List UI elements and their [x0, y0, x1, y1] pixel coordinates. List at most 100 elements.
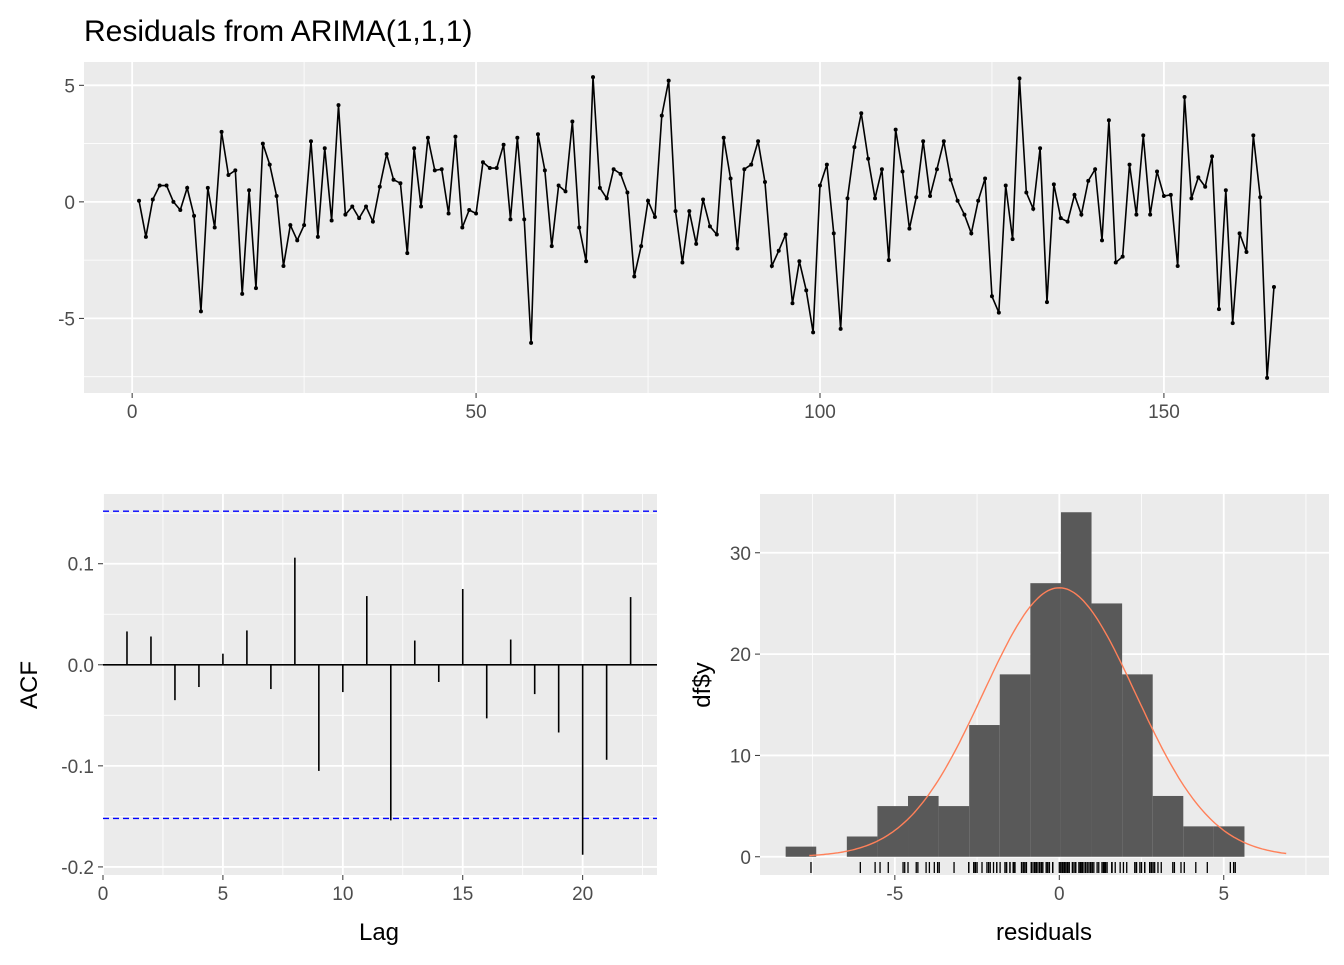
residual-point: [1086, 178, 1091, 183]
residual-point: [1161, 194, 1166, 199]
residual-point: [591, 75, 596, 80]
residual-point: [267, 162, 272, 167]
residual-point: [790, 301, 795, 306]
residual-point: [549, 244, 554, 249]
residual-point: [1120, 254, 1125, 259]
residual-point: [425, 135, 430, 140]
acf-y-tick-label: -0.2: [61, 858, 94, 879]
residual-point: [941, 139, 946, 144]
residual-point: [405, 251, 410, 256]
residual-point: [804, 288, 809, 293]
residual-point: [652, 215, 657, 220]
histogram-bar: [1183, 826, 1214, 857]
residual-point: [797, 259, 802, 264]
residual-point: [501, 142, 506, 147]
residual-point: [1265, 375, 1270, 380]
residual-point: [1175, 263, 1180, 268]
residual-point: [1051, 182, 1056, 187]
residual-point: [1031, 206, 1036, 211]
residual-point: [969, 231, 974, 236]
histogram-bar: [938, 806, 970, 857]
residual-point: [336, 103, 341, 108]
hist-y-tick-label: 20: [730, 645, 751, 666]
residual-point: [1216, 307, 1221, 312]
residual-point: [439, 167, 444, 172]
residual-point: [838, 326, 843, 331]
residual-point: [893, 127, 898, 132]
residual-point: [680, 260, 685, 265]
residual-point: [329, 218, 334, 223]
residual-point: [1237, 231, 1242, 236]
residual-point: [1113, 260, 1118, 265]
residual-point: [302, 223, 307, 228]
acf-x-tick-label: 15: [452, 884, 473, 905]
residual-point: [1127, 162, 1132, 167]
residual-point: [783, 232, 788, 237]
acf-x-tick-label: 20: [572, 884, 593, 905]
residual-point: [192, 213, 197, 218]
residual-point: [143, 234, 148, 239]
residual-point: [350, 204, 355, 209]
histogram-bar: [999, 674, 1031, 857]
hist-y-tick-label: 0: [740, 848, 751, 869]
hist-x-tick-label: -5: [886, 884, 903, 905]
residual-point: [308, 139, 313, 144]
residual-point: [646, 198, 651, 203]
residual-point: [1258, 195, 1263, 200]
residual-point: [824, 162, 829, 167]
residual-point: [295, 238, 300, 243]
acf-panel: 0 5 10 15 20 0.1 0.0 -0.1 -0.2: [61, 494, 657, 905]
residual-point: [817, 183, 822, 188]
residual-point: [226, 173, 231, 178]
histogram-bar: [1213, 826, 1245, 857]
residual-point: [866, 156, 871, 161]
residual-point: [453, 134, 458, 139]
residual-point: [976, 198, 981, 203]
histogram-panel: -5 0 5 0 10 20 30: [730, 494, 1329, 905]
residual-point: [584, 259, 589, 264]
residual-point: [508, 217, 513, 222]
residual-point: [1017, 76, 1022, 81]
residual-point: [1038, 146, 1043, 151]
residual-point: [1003, 183, 1008, 188]
residual-point: [756, 139, 761, 144]
acf-x-tick-label: 5: [218, 884, 229, 905]
residual-point: [542, 168, 547, 173]
residual-point: [322, 146, 327, 151]
residual-point: [343, 212, 348, 217]
residual-point: [219, 129, 224, 134]
histogram-x-axis-title: residuals: [996, 919, 1092, 946]
residual-point: [171, 199, 176, 204]
ts-x-tick-label: 50: [466, 402, 487, 423]
residual-point: [467, 208, 472, 213]
histogram-bar: [1122, 674, 1153, 857]
residual-point: [1148, 212, 1153, 217]
ts-y-tick-label: 0: [64, 193, 75, 214]
residual-point: [604, 196, 609, 201]
residual-point: [639, 244, 644, 249]
residual-point: [1134, 212, 1139, 217]
acf-x-tick-label: 0: [98, 884, 109, 905]
residual-point: [900, 169, 905, 174]
residual-point: [556, 183, 561, 188]
residual-point: [281, 263, 286, 268]
residual-point: [391, 177, 396, 182]
residual-point: [377, 184, 382, 189]
residual-point: [432, 168, 437, 173]
hist-y-tick-label: 10: [730, 746, 751, 767]
residual-point: [1189, 196, 1194, 201]
residual-point: [666, 78, 671, 83]
residual-point: [480, 160, 485, 165]
residual-point: [419, 204, 424, 209]
residual-point: [762, 180, 767, 185]
residual-point: [1196, 175, 1201, 180]
residual-point: [707, 224, 712, 229]
residual-point: [1182, 94, 1187, 99]
histogram-bar: [969, 725, 1000, 857]
residual-point: [769, 263, 774, 268]
residual-point: [205, 185, 210, 190]
residual-point: [253, 286, 258, 291]
residual-point: [1244, 249, 1249, 254]
residual-point: [886, 258, 891, 263]
